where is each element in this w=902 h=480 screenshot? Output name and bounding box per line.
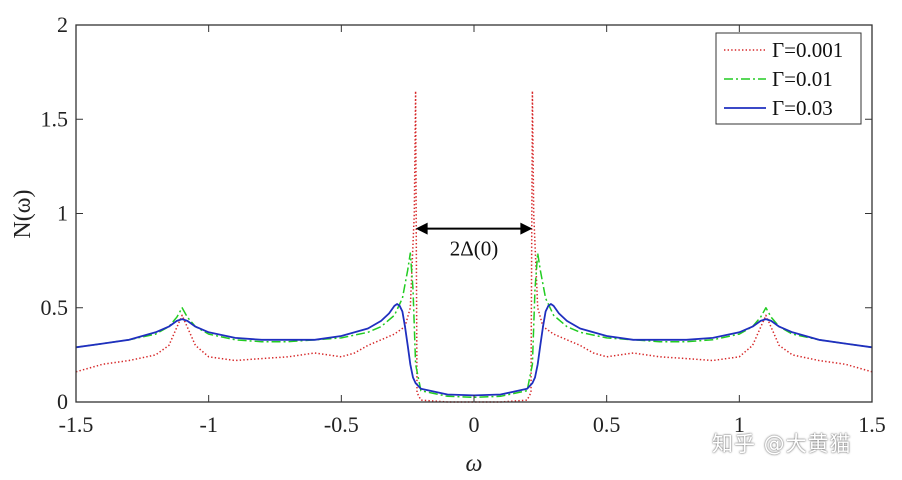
y-axis-label: N(ω) [10,189,36,238]
y-tick-label: 1 [57,201,68,226]
x-axis-ticks: -1.5 -1 -0.5 0 0.5 1 1.5 [59,25,886,437]
x-tick-label: -0.5 [324,412,359,437]
x-tick-label: -1.5 [59,412,94,437]
watermark: 知乎 @大黄猫 [712,432,852,456]
gap-arrow-head-left [415,222,428,235]
legend-label: Γ=0.001 [772,38,843,62]
gap-annotation-label: 2Δ(0) [450,237,499,261]
legend: Γ=0.001 Γ=0.01 Γ=0.03 [715,32,862,125]
y-axis-ticks: 0 0.5 1 1.5 2 [41,12,872,414]
x-tick-label: 1.5 [858,412,886,437]
x-tick-label: 1 [734,412,745,437]
y-tick-label: 1.5 [41,106,69,131]
legend-label: Γ=0.03 [772,96,833,120]
legend-label: Γ=0.01 [772,67,833,91]
y-tick-label: 2 [57,12,68,37]
x-tick-label: -1 [200,412,218,437]
gap-arrow-head-right [520,222,533,235]
y-tick-label: 0.5 [41,295,69,320]
gap-annotation: 2Δ(0) [415,222,533,261]
y-tick-label: 0 [57,389,68,414]
x-axis-label: ω [466,451,483,477]
x-tick-label: 0.5 [593,412,621,437]
x-tick-label: 0 [469,412,480,437]
